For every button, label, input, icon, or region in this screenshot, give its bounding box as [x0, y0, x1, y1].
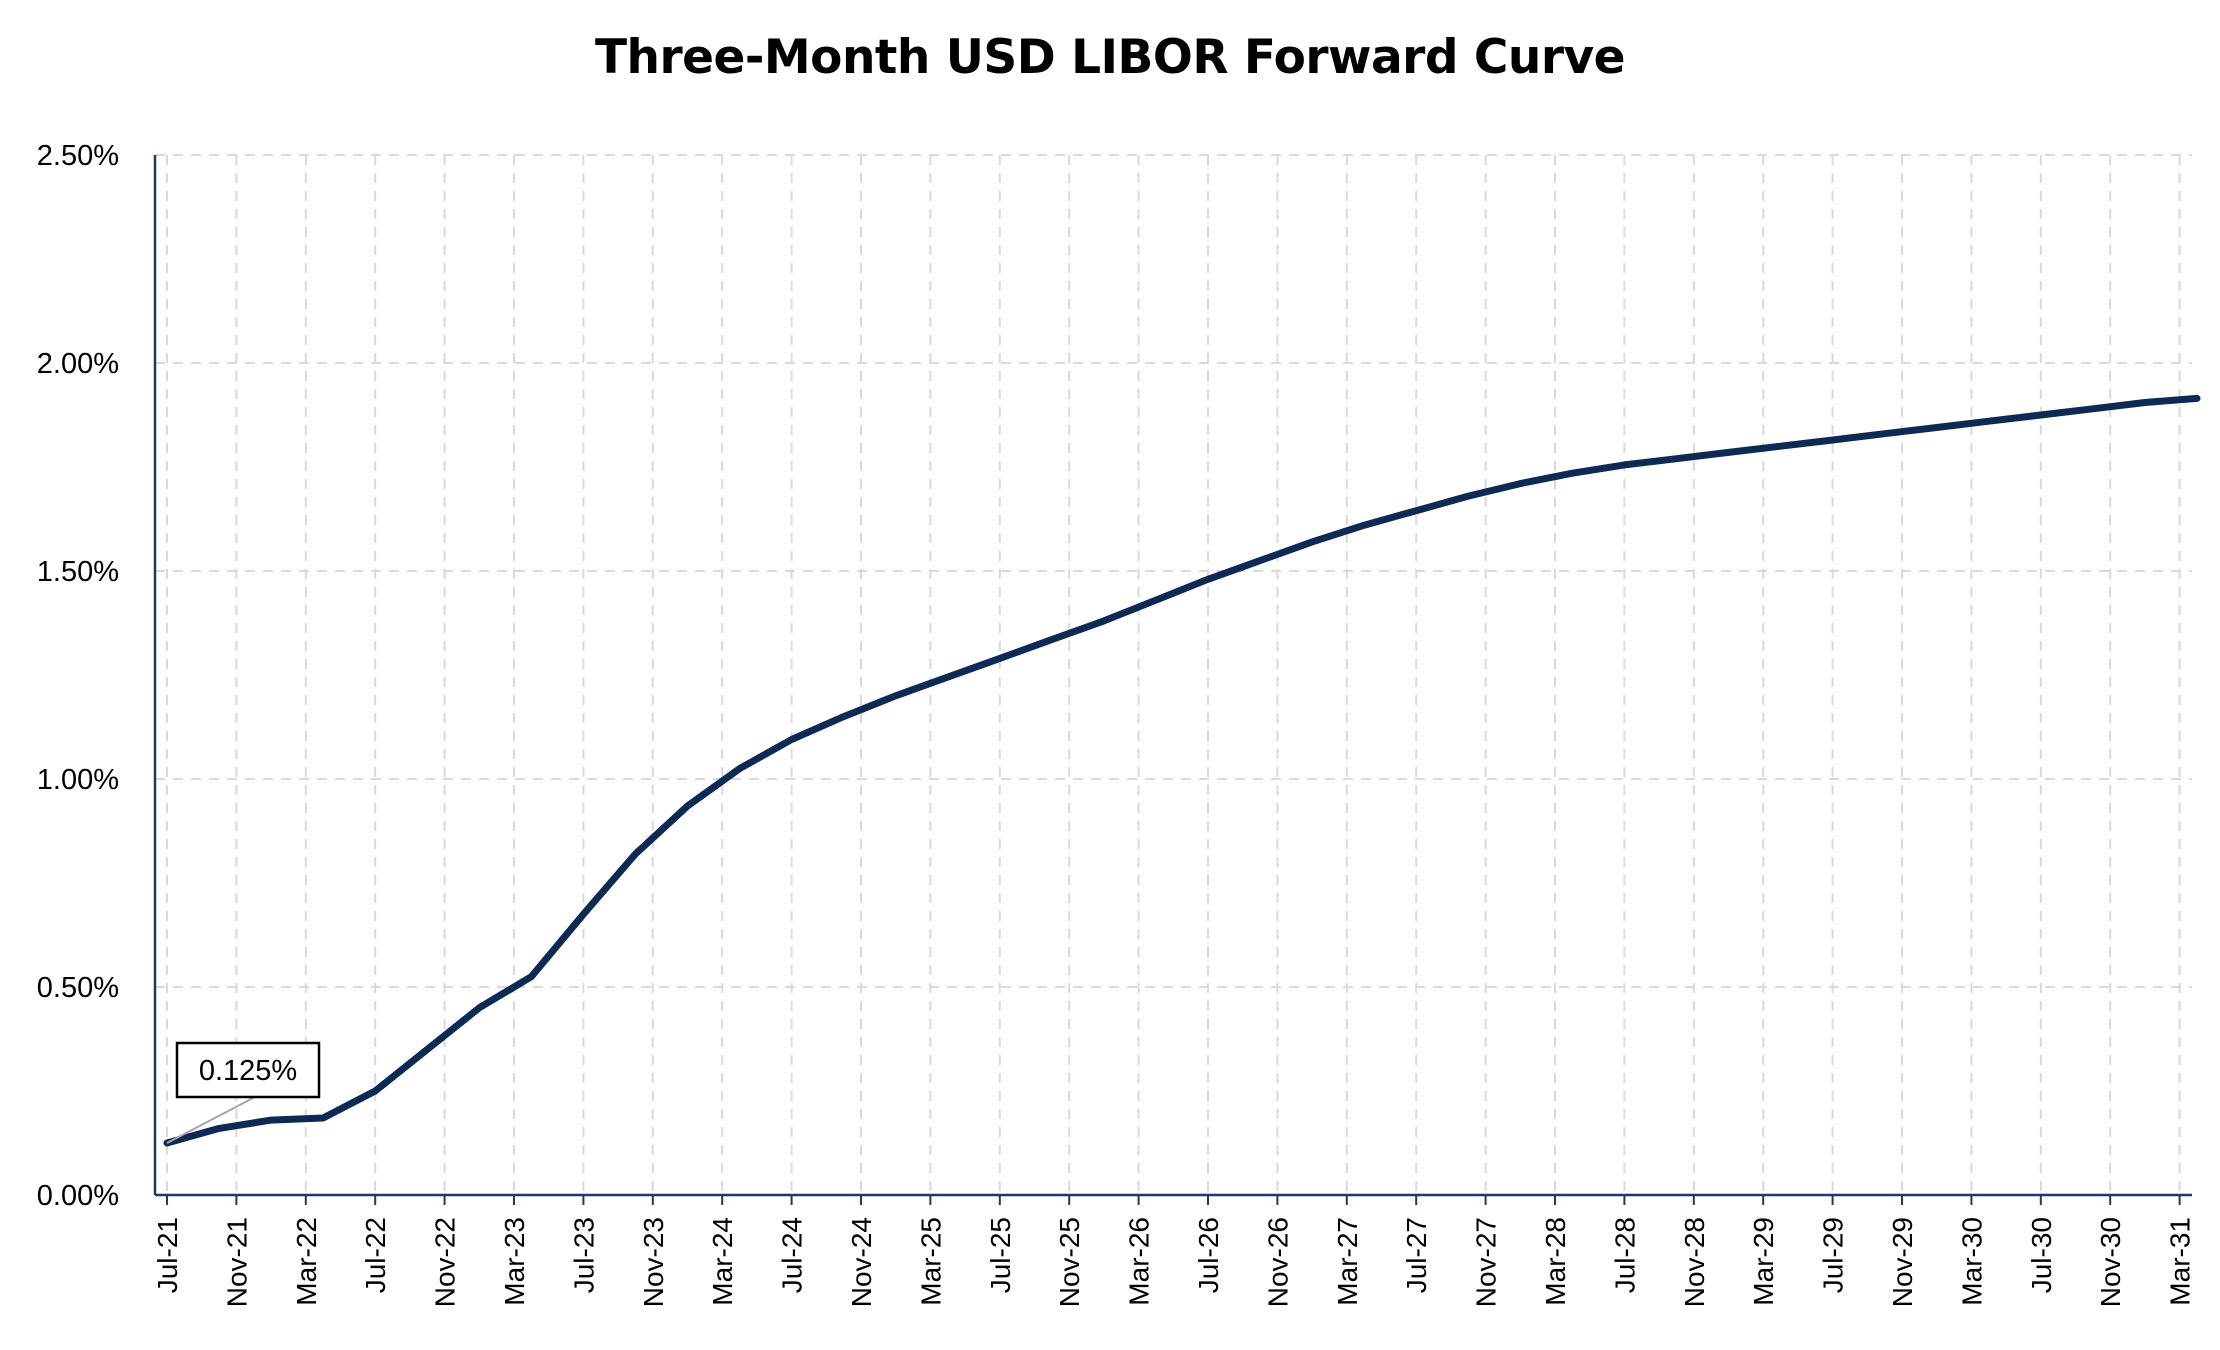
x-tick-label: Mar-31 — [2165, 1217, 2196, 1306]
x-tick-label: Nov-23 — [638, 1217, 669, 1307]
axes — [153, 155, 2192, 1205]
series-layer — [163, 394, 2201, 1147]
x-tick-label: Nov-24 — [846, 1217, 877, 1307]
y-axis-tick-labels: 0.00% 0.50% 1.00% 1.50% 2.00% 2.50% — [37, 140, 119, 1212]
x-tick-label: Nov-30 — [2095, 1217, 2126, 1307]
x-tick-label: Nov-25 — [1054, 1217, 1085, 1307]
x-tick-label: Jul-21 — [152, 1217, 183, 1293]
x-tick-label: Mar-23 — [499, 1217, 530, 1306]
annotation-layer: 0.125% — [166, 1041, 321, 1144]
x-tick-label: Mar-26 — [1124, 1217, 1155, 1306]
x-tick-label: Mar-29 — [1748, 1217, 1779, 1306]
x-tick-label: Nov-27 — [1471, 1217, 1502, 1307]
x-tick-label: Mar-30 — [1956, 1217, 1987, 1306]
x-tick-label: Jul-25 — [985, 1217, 1016, 1293]
y-tick-label: 0.50% — [37, 972, 119, 1004]
x-tick-label: Jul-22 — [360, 1217, 391, 1293]
y-tick-label: 1.50% — [37, 556, 119, 588]
x-axis-tick-labels: Jul-21 Nov-21 Mar-22 Jul-22 Nov-22 Mar-23 Jul-… — [152, 1217, 2196, 1307]
x-tick-label: Nov-21 — [221, 1217, 252, 1307]
x-tick-label: Jul-27 — [1401, 1217, 1432, 1293]
x-tick-label: Jul-24 — [777, 1217, 808, 1293]
series-line — [163, 394, 2201, 1147]
y-tick-label: 2.00% — [37, 348, 119, 380]
x-tick-label: Jul-30 — [2026, 1217, 2057, 1293]
x-tick-label: Mar-22 — [291, 1217, 322, 1306]
x-tick-label: Jul-29 — [1818, 1217, 1849, 1293]
x-tick-label: Nov-22 — [430, 1217, 461, 1307]
y-tick-label: 1.00% — [37, 764, 119, 796]
x-tick-label: Mar-24 — [707, 1217, 738, 1306]
x-tick-label: Jul-23 — [568, 1217, 599, 1293]
y-tick-label: 2.50% — [37, 140, 119, 172]
x-tick-label: Mar-25 — [915, 1217, 946, 1306]
gridlines — [155, 154, 2192, 1195]
annotation-box — [175, 1041, 321, 1099]
x-tick-label: Mar-28 — [1540, 1217, 1571, 1306]
x-tick-label: Nov-26 — [1262, 1217, 1293, 1307]
x-tick-label: Jul-26 — [1193, 1217, 1224, 1293]
annotation-label: 0.125% — [199, 1055, 297, 1087]
chart-title: Three-Month USD LIBOR Forward Curve — [594, 30, 1626, 85]
x-tick-label: Jul-28 — [1609, 1217, 1640, 1293]
y-tick-label: 0.00% — [37, 1180, 119, 1212]
x-tick-label: Mar-27 — [1332, 1217, 1363, 1306]
x-tick-label: Nov-29 — [1887, 1217, 1918, 1307]
annotation-leader-line — [166, 1096, 256, 1144]
x-tick-label: Nov-28 — [1679, 1217, 1710, 1307]
